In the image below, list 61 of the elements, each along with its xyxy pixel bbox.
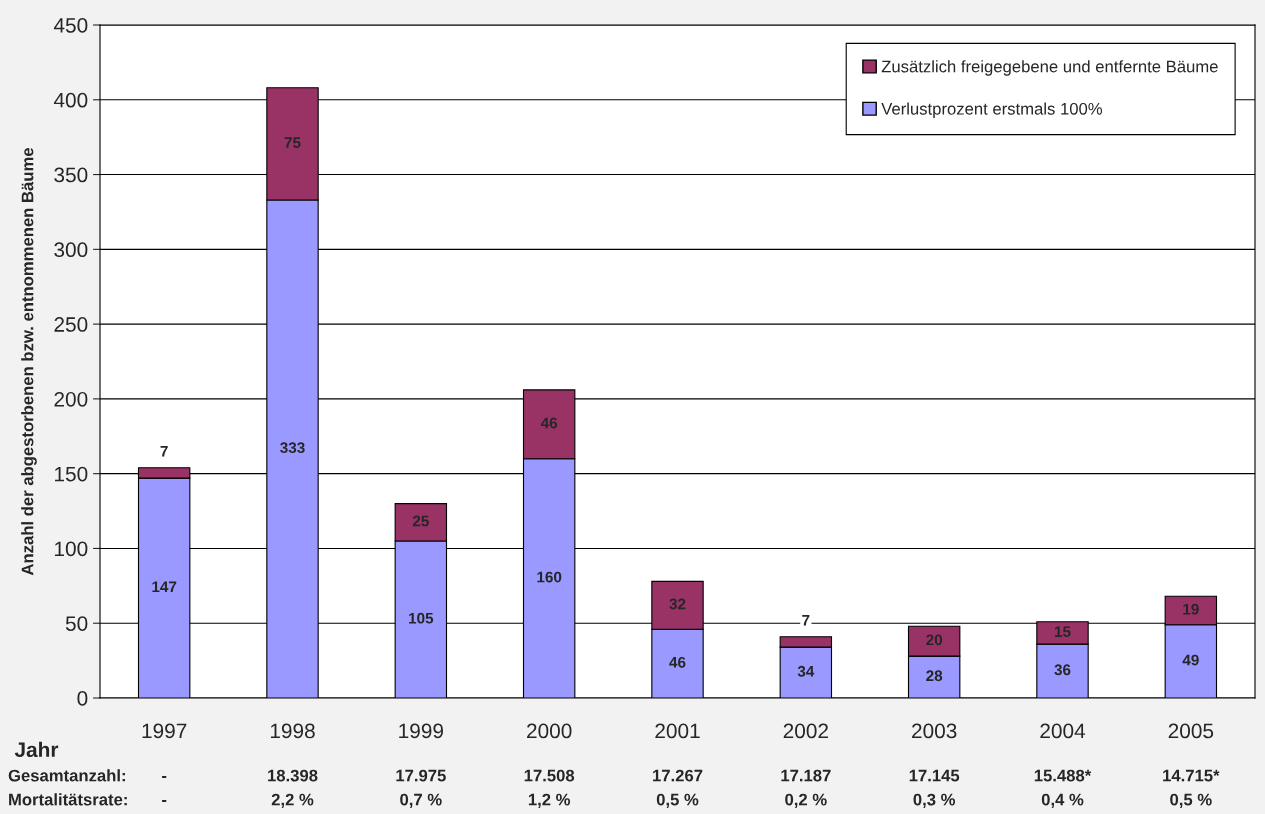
y-tick-label: 300 bbox=[54, 242, 88, 258]
data-label: 160 bbox=[537, 571, 562, 583]
x-tick-label: 1998 bbox=[270, 723, 315, 739]
data-label: 46 bbox=[669, 656, 686, 668]
y-tick-label: 0 bbox=[77, 691, 88, 706]
y-tick-label: 200 bbox=[54, 391, 88, 407]
y-tick-label: 50 bbox=[65, 616, 88, 631]
data-label: 20 bbox=[926, 634, 943, 646]
data-label: 147 bbox=[152, 581, 177, 593]
data-label: 46 bbox=[540, 417, 558, 429]
text: 14.715* bbox=[1163, 769, 1220, 782]
data-label: 32 bbox=[669, 598, 686, 610]
y-tick-label: 100 bbox=[55, 541, 88, 557]
data-label: 7 bbox=[160, 445, 168, 457]
text: 17.187 bbox=[781, 769, 831, 782]
y-axis-title: Anzahl der abgestorbenen bzw. entnommenen Bäume bbox=[21, 147, 37, 576]
y-tick-label: 250 bbox=[54, 317, 88, 332]
text: 0,3 % bbox=[913, 793, 956, 808]
data-label: 36 bbox=[1054, 664, 1071, 676]
legend-label: Zusätzlich freigegebene und entfernte Bäume bbox=[881, 60, 1218, 76]
text: 17.508 bbox=[524, 769, 575, 782]
x-tick-label: 2005 bbox=[1168, 723, 1214, 739]
text: 0,2 % bbox=[785, 793, 827, 808]
x-tick-label: 2003 bbox=[912, 723, 957, 739]
text: 2,2 % bbox=[271, 793, 314, 808]
text: 15.488* bbox=[1034, 769, 1092, 782]
text: 17.267 bbox=[653, 769, 703, 782]
text: Mortalitätsrate: bbox=[9, 793, 127, 806]
text: 0,7 % bbox=[400, 793, 442, 808]
y-tick-label: 150 bbox=[55, 466, 88, 482]
x-tick-label: 2002 bbox=[783, 723, 828, 739]
data-label: 15 bbox=[1054, 626, 1071, 638]
x-axis-title: Jahr bbox=[14, 741, 59, 758]
text: Gesamtanzahl: bbox=[8, 769, 125, 782]
data-label: 75 bbox=[284, 137, 301, 148]
x-tick-label: 1997 bbox=[142, 723, 187, 739]
text: - bbox=[162, 775, 167, 778]
text: 0,4 % bbox=[1041, 793, 1084, 808]
data-label: 333 bbox=[280, 442, 305, 454]
x-tick-label: 2001 bbox=[655, 723, 700, 739]
x-tick-label: 2004 bbox=[1040, 723, 1086, 739]
text: 0,5 % bbox=[1170, 793, 1212, 808]
x-tick-label: 1999 bbox=[399, 723, 444, 739]
data-label: 34 bbox=[797, 665, 815, 677]
text: 1,2 % bbox=[528, 793, 571, 808]
data-label: 28 bbox=[926, 670, 943, 682]
data-label: 25 bbox=[412, 515, 429, 527]
text: 17.145 bbox=[909, 769, 960, 782]
data-label: 19 bbox=[1183, 603, 1199, 615]
data-label: 49 bbox=[1182, 654, 1199, 666]
text: 17.975 bbox=[396, 769, 446, 782]
text: - bbox=[162, 799, 167, 802]
data-label: 105 bbox=[409, 612, 434, 624]
legend-label: Verlustprozent erstmals 100% bbox=[881, 102, 1103, 119]
text: 0,5 % bbox=[656, 793, 699, 808]
text: 18.398 bbox=[268, 769, 318, 782]
y-tick-label: 350 bbox=[54, 167, 88, 183]
y-tick-label: 400 bbox=[53, 92, 88, 108]
data-label: 7 bbox=[802, 614, 810, 626]
x-tick-label: 2000 bbox=[527, 723, 572, 739]
y-tick-label: 450 bbox=[53, 18, 88, 33]
